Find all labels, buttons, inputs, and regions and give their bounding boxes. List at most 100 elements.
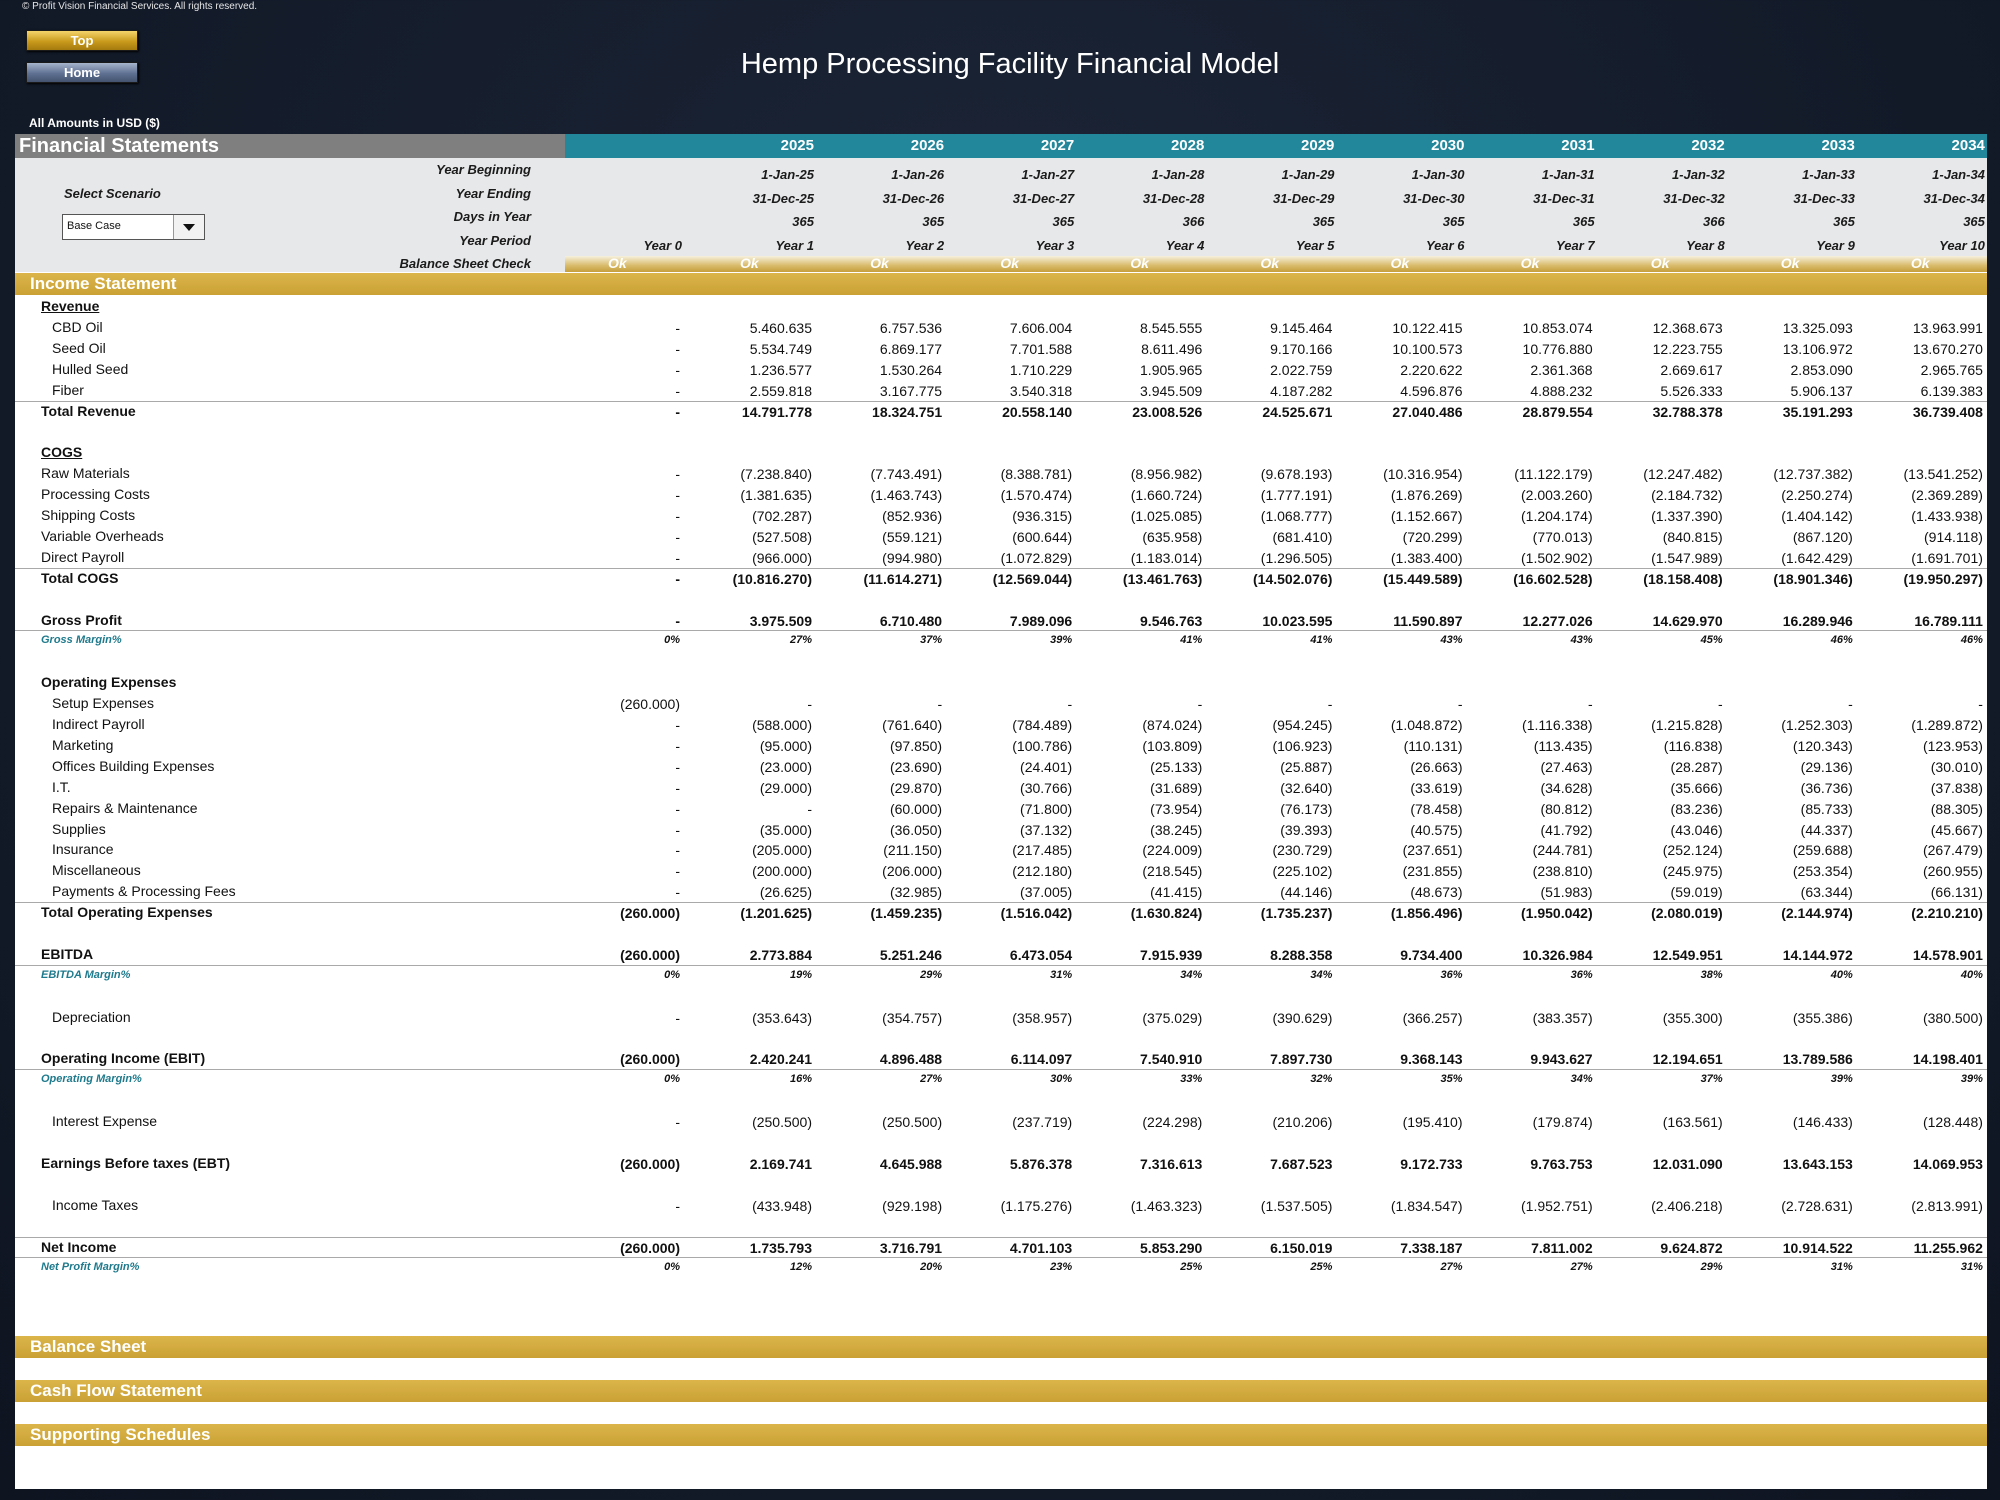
cell: (1.691.701) xyxy=(1911,549,1983,566)
header-cell: 31-Dec-25 xyxy=(752,191,814,206)
cell: (1.204.174) xyxy=(1521,508,1593,524)
cell: 4.888.232 xyxy=(1530,382,1593,399)
cell: 7.915.939 xyxy=(1140,946,1203,963)
cell: 5.251.246 xyxy=(879,946,943,963)
row-label: EBITDA Margin% xyxy=(41,968,131,981)
row-label: Marketing xyxy=(52,736,114,753)
row-label: Total COGS xyxy=(41,569,119,586)
cell: (80.812) xyxy=(1540,800,1593,817)
cell: (100.786) xyxy=(1012,737,1073,754)
cell: (2.210.210) xyxy=(1911,905,1983,922)
dropdown-arrow[interactable] xyxy=(173,215,204,239)
cell: - xyxy=(675,528,680,545)
cell: 10.853.074 xyxy=(1522,319,1593,336)
cell: 9.763.753 xyxy=(1530,1155,1593,1172)
row-label: Operating Margin% xyxy=(41,1073,142,1086)
home-button[interactable]: Home xyxy=(26,62,138,83)
cell: (366.257) xyxy=(1402,1009,1463,1026)
cell: 14.629.970 xyxy=(1652,612,1723,629)
cell: - xyxy=(675,863,680,880)
cell: (380.500) xyxy=(1922,1009,1983,1026)
check-band xyxy=(565,256,1987,272)
cell: (761.640) xyxy=(882,717,943,733)
top-button[interactable]: Top xyxy=(26,30,138,51)
cell: (770.013) xyxy=(1532,528,1593,545)
cell: (2.144.974) xyxy=(1781,905,1853,922)
cell: (10.816.270) xyxy=(732,570,812,587)
cell: 36.739.408 xyxy=(1912,403,1983,420)
cell: (1.215.828) xyxy=(1651,717,1723,733)
cell: 27% xyxy=(920,1073,943,1086)
cell: 31% xyxy=(1960,1261,1983,1274)
row-label: Earnings Before taxes (EBT) xyxy=(41,1154,231,1171)
cell: 7.338.187 xyxy=(1400,1239,1463,1256)
cell: (375.029) xyxy=(1142,1009,1203,1026)
cell: (231.855) xyxy=(1402,863,1463,880)
cell: 9.170.166 xyxy=(1270,340,1333,357)
cell: - xyxy=(675,487,680,504)
cell: 11.255.962 xyxy=(1913,1239,1983,1256)
scenario-dropdown[interactable]: Base Case xyxy=(62,214,205,240)
cell: 2.022.759 xyxy=(1270,361,1333,378)
cell: 46% xyxy=(1830,634,1853,647)
cell: (44.337) xyxy=(1800,821,1853,838)
cell: (28.287) xyxy=(1670,758,1723,775)
cell: (48.673) xyxy=(1410,884,1463,901)
cell: (230.729) xyxy=(1272,842,1333,859)
year-header: 2027 xyxy=(1040,137,1075,154)
cell: 36% xyxy=(1570,968,1593,981)
cell: - xyxy=(675,570,680,587)
row-label: Variable Overheads xyxy=(41,527,164,544)
cell: (7.238.840) xyxy=(740,466,812,483)
row-label: Gross Profit xyxy=(41,611,122,628)
cell: (210.206) xyxy=(1272,1114,1333,1131)
cell: (1.433.938) xyxy=(1911,508,1983,524)
cell: (681.410) xyxy=(1272,528,1333,545)
row-label: Operating Expenses xyxy=(41,674,177,691)
cell: (260.000) xyxy=(620,1155,680,1172)
cell: - xyxy=(675,466,680,483)
cell: 12.194.651 xyxy=(1652,1051,1723,1068)
row-label: Interest Expense xyxy=(52,1113,158,1130)
cell: (25.887) xyxy=(1280,758,1333,775)
cell: (7.743.491) xyxy=(870,466,943,483)
cell: (2.813.991) xyxy=(1911,1197,1983,1214)
cell: (267.479) xyxy=(1922,842,1983,859)
row-label: COGS xyxy=(41,444,83,461)
header-label: Year Beginning xyxy=(436,162,531,177)
header-cell: 1-Jan-33 xyxy=(1802,167,1855,182)
header-cell: Year 4 xyxy=(1165,238,1205,253)
cell: (44.146) xyxy=(1280,884,1333,901)
cell: 25% xyxy=(1180,1261,1203,1274)
cell: (1.404.142) xyxy=(1781,508,1853,524)
cell: 12.223.755 xyxy=(1652,340,1723,357)
cell: (1.950.042) xyxy=(1521,905,1593,922)
cell: (1.570.474) xyxy=(1000,487,1073,504)
cell: (15.449.589) xyxy=(1383,570,1463,587)
cell: - xyxy=(1197,696,1203,713)
cell: 9.172.733 xyxy=(1400,1155,1463,1172)
cell: - xyxy=(675,800,680,817)
cell: (1.516.042) xyxy=(1000,905,1073,922)
cell: (259.688) xyxy=(1792,842,1853,859)
cell: (2.728.631) xyxy=(1781,1197,1853,1214)
cell: 31% xyxy=(1830,1261,1853,1274)
cell: 41% xyxy=(1180,634,1203,647)
cell: (1.834.547) xyxy=(1390,1197,1463,1214)
header-cell: 31-Dec-33 xyxy=(1793,191,1855,206)
cell: (1.463.323) xyxy=(1130,1197,1203,1214)
year-header: 2028 xyxy=(1170,137,1205,154)
cell: (37.132) xyxy=(1020,821,1073,838)
cell: 34% xyxy=(1570,1073,1593,1086)
rule xyxy=(15,902,1987,904)
cell: (18.901.346) xyxy=(1773,570,1853,587)
cell: 13.963.991 xyxy=(1912,319,1983,336)
cell: 40% xyxy=(1830,968,1853,981)
amounts-note: All Amounts in USD ($) xyxy=(29,116,160,130)
cell: (179.874) xyxy=(1532,1114,1593,1131)
header-cell: 365 xyxy=(1052,214,1075,229)
header-cell: 1-Jan-27 xyxy=(1021,167,1075,182)
cell: 10.100.573 xyxy=(1392,340,1463,357)
cell: - xyxy=(1457,696,1463,713)
